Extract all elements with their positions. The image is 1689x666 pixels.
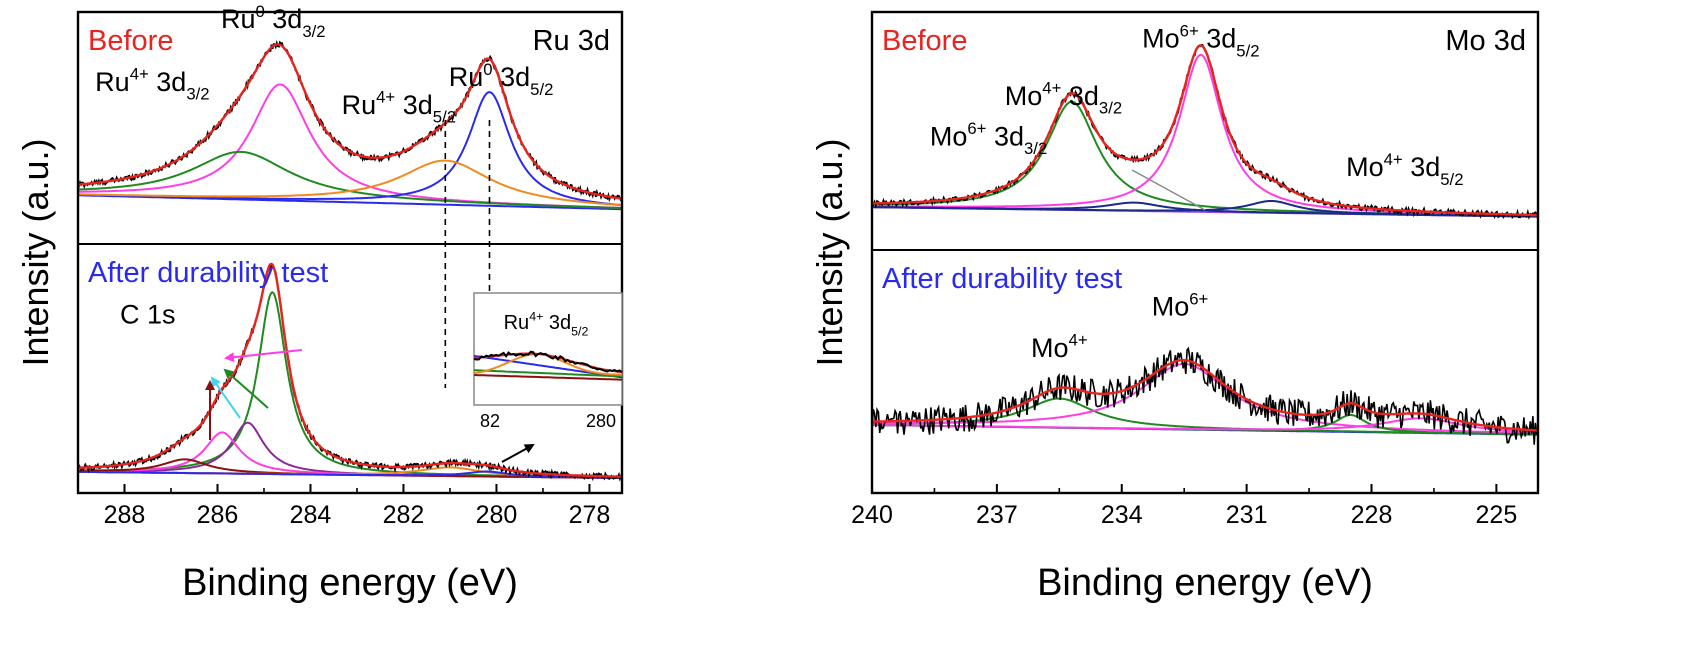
peak-label-mo4-32: Mo4+ 3d3/2 xyxy=(1005,78,1122,117)
panel-label: Before xyxy=(882,25,967,57)
chart-title: Ru 3d xyxy=(533,25,610,57)
x-tick-label: 282 xyxy=(383,501,425,529)
panel-label: Before xyxy=(88,25,173,57)
component-3 xyxy=(78,159,623,207)
peak-label-ru0-52: Ru0 3d5/2 xyxy=(449,60,554,99)
mo6-leader-line xyxy=(1131,169,1206,211)
inset-line-1 xyxy=(473,369,623,378)
envelope-line xyxy=(872,44,1539,217)
panel-label: After durability test xyxy=(882,263,1122,295)
inset-label: Ru4+ 3d5/2 xyxy=(504,310,589,339)
inset-frame xyxy=(473,292,623,406)
arrow-c1s-main xyxy=(224,349,303,363)
arrow-c1s-co xyxy=(223,368,269,409)
x-tick-label: 240 xyxy=(851,501,893,529)
x-axis-label: Binding energy (eV) xyxy=(1037,562,1373,604)
inset-tick-label: 280 xyxy=(586,411,616,431)
x-tick-label: 225 xyxy=(1476,501,1518,529)
y-axis-label: Intensity (a.u.) xyxy=(15,138,56,366)
component-3 xyxy=(872,200,1538,218)
chart-title: Mo 3d xyxy=(1445,25,1526,57)
x-tick-label: 228 xyxy=(1351,501,1393,529)
x-tick-label: 278 xyxy=(569,501,611,529)
measured-line xyxy=(871,346,1539,445)
arrow-c1s-coo xyxy=(210,376,241,419)
envelope-line xyxy=(77,262,622,478)
component-1 xyxy=(78,150,622,209)
x-tick-label: 284 xyxy=(290,501,332,529)
mo-panel-after: After durability test Mo4+ Mo6+ xyxy=(871,263,1539,445)
peak-label-ru4-52: Ru4+ 3d5/2 xyxy=(342,88,456,127)
x-tick-label: 286 xyxy=(197,501,239,529)
inset-tick-label: 82 xyxy=(480,411,500,431)
inset-measured xyxy=(473,350,623,373)
plot-frame xyxy=(870,10,1540,495)
x-tick-label: 237 xyxy=(976,501,1018,529)
measured-line xyxy=(77,263,623,482)
x-tick-label: 231 xyxy=(1226,501,1268,529)
envelope-line xyxy=(872,358,1538,432)
envelope-line xyxy=(77,43,623,200)
peak-label-c1s: C 1s xyxy=(120,300,176,330)
peak-label-mo4: Mo4+ xyxy=(1031,331,1088,363)
component-1 xyxy=(78,421,622,479)
y-axis-label: Intensity (a.u.) xyxy=(809,138,850,366)
inset-line-2 xyxy=(473,374,623,381)
component-5 xyxy=(78,470,622,479)
arrow-to-inset xyxy=(501,444,535,463)
peak-label-mo6-32: Mo6+ 3d3/2 xyxy=(930,119,1047,158)
plot-frame xyxy=(76,10,624,495)
ru-inset: Ru4+ 3d5/2 82 280 xyxy=(473,292,623,431)
peak-label-mo6-52: Mo6+ 3d5/2 xyxy=(1142,21,1259,60)
x-axis-label: Binding energy (eV) xyxy=(182,562,518,604)
x-tick-label: 288 xyxy=(104,501,146,529)
panel-label: After durability test xyxy=(88,257,328,289)
peak-label-ru4-32: Ru4+ 3d3/2 xyxy=(95,65,209,104)
peak-label-mo4-52: Mo4+ 3d5/2 xyxy=(1346,150,1463,189)
x-tick-label: 280 xyxy=(476,501,518,529)
peak-label-mo6: Mo6+ xyxy=(1152,289,1209,321)
ru-panel-after: After durability test C 1s xyxy=(77,257,623,482)
x-tick-label: 234 xyxy=(1101,501,1143,529)
peak-label-ru0-32: Ru0 3d3/2 xyxy=(221,2,326,41)
